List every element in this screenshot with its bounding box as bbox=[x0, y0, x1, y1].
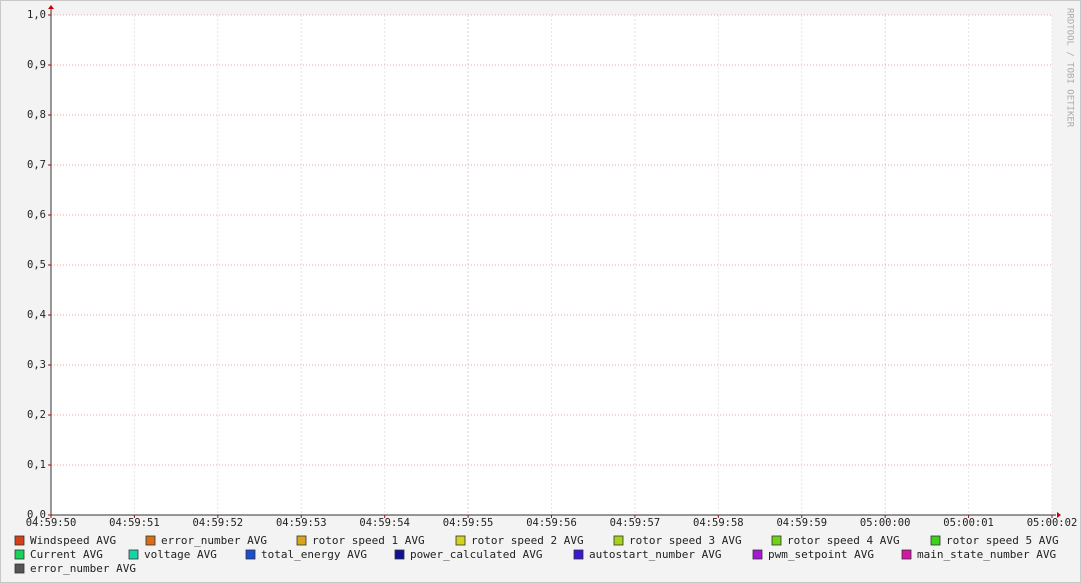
legend-swatch bbox=[752, 549, 763, 560]
legend-label: Current AVG bbox=[30, 548, 103, 561]
x-tick-label: 05:00:00 bbox=[860, 517, 911, 529]
legend-label: total_energy AVG bbox=[261, 548, 367, 561]
legend-swatch bbox=[128, 549, 139, 560]
y-tick-label: 0,6 bbox=[27, 209, 46, 221]
legend-swatch bbox=[455, 535, 466, 546]
legend-swatch bbox=[930, 535, 941, 546]
legend-swatch bbox=[394, 549, 405, 560]
x-tick-label: 05:00:01 bbox=[943, 517, 994, 529]
legend-label: rotor speed 3 AVG bbox=[629, 534, 742, 547]
y-tick-label: 0,7 bbox=[27, 159, 46, 171]
legend-swatch bbox=[245, 549, 256, 560]
x-tick-label: 04:59:59 bbox=[776, 517, 827, 529]
legend-swatch bbox=[14, 549, 25, 560]
legend-label: rotor speed 2 AVG bbox=[471, 534, 584, 547]
legend-label: autostart_number AVG bbox=[589, 548, 721, 561]
legend-swatch bbox=[771, 535, 782, 546]
x-tick-label: 04:59:50 bbox=[26, 517, 77, 529]
legend-label: voltage AVG bbox=[144, 548, 217, 561]
legend-label: error_number AVG bbox=[161, 534, 267, 547]
y-tick-label: 0,8 bbox=[27, 109, 46, 121]
legend-swatch bbox=[573, 549, 584, 560]
y-tick-label: 0,9 bbox=[27, 59, 46, 71]
legend-label: rotor speed 4 AVG bbox=[787, 534, 900, 547]
legend-label: pwm_setpoint AVG bbox=[768, 548, 874, 561]
x-tick-label: 04:59:54 bbox=[359, 517, 410, 529]
x-tick-label: 04:59:57 bbox=[610, 517, 661, 529]
y-axis-arrow bbox=[48, 5, 54, 9]
x-axis-arrow bbox=[1057, 512, 1061, 518]
x-tick-label: 05:00:02 bbox=[1027, 517, 1078, 529]
y-tick-label: 0,1 bbox=[27, 459, 46, 471]
x-tick-label: 04:59:58 bbox=[693, 517, 744, 529]
y-tick-label: 0,5 bbox=[27, 259, 46, 271]
legend-swatch bbox=[613, 535, 624, 546]
legend-label: rotor speed 5 AVG bbox=[946, 534, 1059, 547]
legend-label: error_number AVG bbox=[30, 562, 136, 575]
x-tick-label: 04:59:53 bbox=[276, 517, 327, 529]
legend-label: rotor speed 1 AVG bbox=[312, 534, 425, 547]
legend-swatch bbox=[145, 535, 156, 546]
legend: Windspeed AVG error_number AVG rotor speed… bbox=[14, 534, 1059, 575]
legend-label: main_state_number AVG bbox=[917, 548, 1056, 561]
y-tick-label: 0,3 bbox=[27, 359, 46, 371]
y-tick-label: 0,4 bbox=[27, 309, 46, 321]
x-tick-label: 04:59:51 bbox=[109, 517, 160, 529]
legend-label: Windspeed AVG bbox=[30, 534, 116, 547]
legend-swatch bbox=[14, 535, 25, 546]
y-tick-label: 0,0 bbox=[27, 509, 46, 521]
legend-label: power_calculated AVG bbox=[410, 548, 542, 561]
watermark: RRDTOOL / TOBI OETIKER bbox=[1065, 8, 1075, 128]
x-tick-label: 04:59:56 bbox=[526, 517, 577, 529]
legend-swatch bbox=[14, 563, 25, 574]
legend-swatch bbox=[901, 549, 912, 560]
y-tick-label: 1,0 bbox=[27, 9, 46, 21]
legend-swatch bbox=[296, 535, 307, 546]
x-tick-label: 04:59:52 bbox=[193, 517, 244, 529]
y-tick-label: 0,2 bbox=[27, 409, 46, 421]
x-tick-label: 04:59:55 bbox=[443, 517, 494, 529]
